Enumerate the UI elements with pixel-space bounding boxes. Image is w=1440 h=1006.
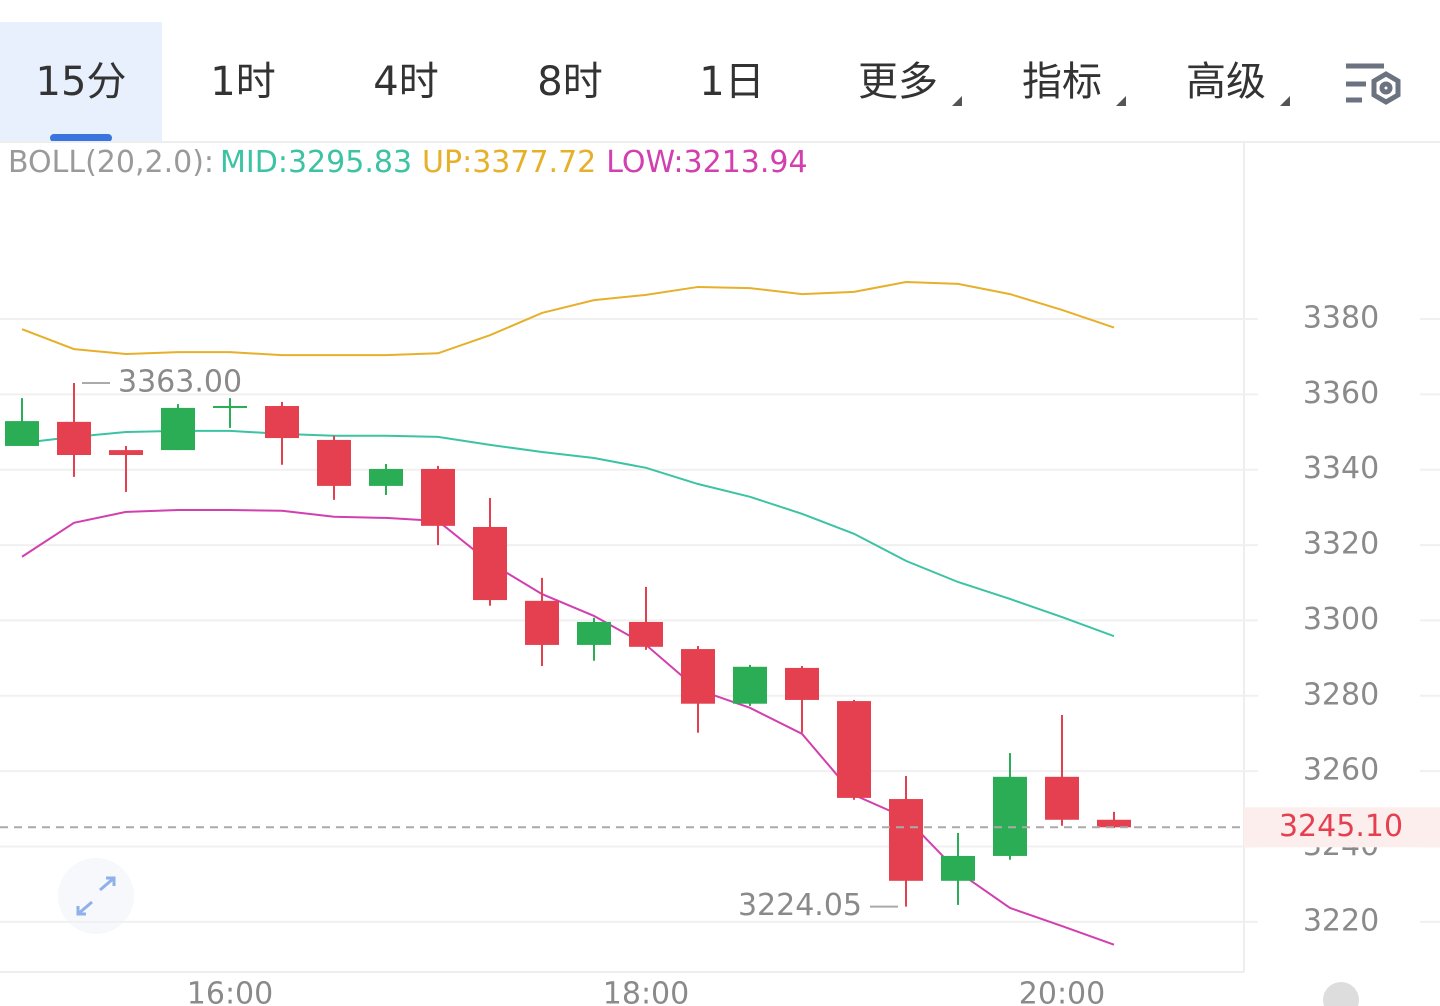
icon-hex (1371, 71, 1401, 105)
y-tick-label: 3340 (1303, 451, 1379, 486)
tab[interactable]: 15分 (36, 59, 127, 105)
dropdown-caret (1116, 96, 1126, 106)
expand-arrows (76, 876, 116, 916)
corner-button[interactable] (1323, 982, 1359, 1006)
candle-body (109, 450, 143, 456)
x-tick-label: 20:00 (1019, 977, 1105, 1006)
legend-entry: UP:3377.72 (422, 145, 596, 180)
candle-body (369, 468, 403, 486)
dropdown-caret (952, 96, 962, 106)
candle-body (265, 406, 299, 439)
tab[interactable]: 高级 (1186, 59, 1266, 105)
candle-body (161, 407, 195, 451)
candle-body (525, 600, 559, 645)
expand-button[interactable] (58, 858, 134, 934)
icon-dot (1379, 81, 1393, 95)
boll-line (21, 281, 1115, 357)
y-tick-label: 3300 (1303, 602, 1379, 637)
annotation-label: 3224.05 (738, 888, 862, 923)
x-tick-label: 18:00 (603, 977, 689, 1006)
y-tick-label: 3280 (1303, 677, 1379, 712)
settings-icon[interactable] (1346, 63, 1401, 105)
candle-body (785, 667, 819, 700)
candle-body (993, 776, 1027, 856)
candle-body (577, 621, 611, 645)
legend-entry: MID:3295.83 (220, 145, 412, 180)
candle-body (421, 468, 455, 526)
dropdown-marks (952, 96, 1290, 106)
legend-entry: LOW:3213.94 (606, 145, 807, 180)
candle-body (889, 799, 923, 881)
tab[interactable]: 4时 (373, 59, 438, 105)
candle-body (57, 421, 91, 456)
y-tick-label: 3360 (1303, 376, 1379, 411)
candle-body (629, 621, 663, 647)
y-tick-label: 3260 (1303, 753, 1379, 788)
tab[interactable]: 1日 (699, 59, 764, 105)
tab[interactable]: 8时 (537, 59, 602, 105)
candle-body (941, 855, 975, 881)
y-tick-label: 3220 (1303, 903, 1379, 938)
tab[interactable]: 指标 (1022, 59, 1102, 105)
candle-body (733, 666, 767, 704)
indicator-name: BOLL(20,2.0): (8, 145, 214, 180)
candle-body (681, 649, 715, 704)
active-tab-bg (0, 22, 162, 142)
y-tick-label: 3320 (1303, 527, 1379, 562)
annotation-label: 3363.00 (118, 365, 242, 400)
candle-body (473, 526, 507, 601)
candle-body (317, 439, 351, 486)
boll-line (21, 429, 1115, 638)
indicator-legend: BOLL(20,2.0): MID:3295.83 UP:3377.72 LOW:32… (8, 145, 808, 180)
candle-body (1045, 776, 1079, 820)
candle-body (1097, 819, 1131, 828)
last-price-bg (1244, 807, 1440, 848)
tab[interactable]: 更多 (858, 59, 938, 105)
candle-body (213, 406, 247, 409)
y-tick-label: 3380 (1303, 300, 1379, 335)
last-price-label: 3245.10 (1279, 809, 1403, 844)
boll-line (21, 509, 1115, 946)
tab[interactable]: 1时 (210, 59, 275, 105)
active-tab-indicator (50, 134, 112, 142)
dropdown-caret (1280, 96, 1290, 106)
x-tick-label: 16:00 (187, 977, 273, 1006)
candle-body (5, 421, 39, 446)
candle-body (837, 701, 871, 798)
